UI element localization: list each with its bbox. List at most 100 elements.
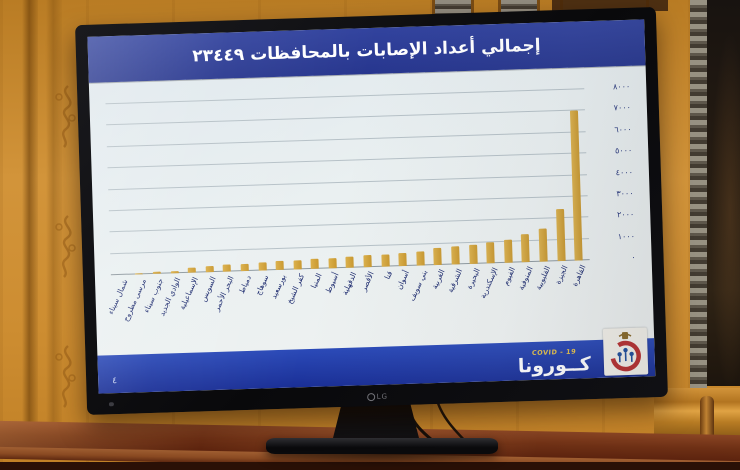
window-shutter-slats (690, 0, 707, 390)
x-axis-label-slot: شمال سيناء (106, 275, 133, 356)
damask-motif (55, 215, 76, 278)
y-tick-label: ٦٠٠٠ (614, 124, 632, 135)
chart-plot-area (105, 88, 590, 276)
y-tick-label: ٣٠٠٠ (616, 188, 634, 199)
bar-الفيوم (503, 239, 513, 263)
x-axis-label: دمياط (237, 274, 254, 295)
x-axis-label-slot: القليوبية (533, 261, 555, 342)
bars-row (106, 89, 590, 276)
y-axis-labels: ٠ ١٠٠٠ ٢٠٠٠ ٣٠٠٠ ٤٠٠٠ ٥٠٠٠ ٦٠٠٠ ٧٠٠٠ ٨٠٠٠ (588, 82, 639, 262)
program-title-block: COVID - 19 كــورونا (517, 347, 592, 378)
x-axis-label-slot: الإسكندرية (478, 263, 502, 344)
x-axis-label-slot: الدقهلية (340, 267, 361, 348)
x-axis-label: أسيوط (323, 271, 341, 295)
bar-الجيزة (555, 208, 566, 262)
bar-المنيا (310, 259, 320, 269)
window-lintel (552, 0, 668, 11)
x-axis-label-slot: المنيا (306, 269, 326, 350)
y-tick-label: ٨٠٠٠ (612, 81, 631, 92)
wallpaper-stripe (22, 0, 38, 435)
bar-الإسكندرية (486, 241, 495, 264)
bar-الأقصر (363, 255, 372, 268)
bar-chart: ٠ ١٠٠٠ ٢٠٠٠ ٣٠٠٠ ٤٠٠٠ ٥٠٠٠ ٦٠٠٠ ٧٠٠٠ ٨٠٠٠ القاهر… (89, 65, 654, 355)
bar-الدقهلية (345, 256, 355, 268)
x-axis-label-slot: بني سويف (407, 265, 432, 346)
y-tick-label: ٥٠٠٠ (614, 145, 633, 156)
bar-قنا (381, 254, 390, 267)
bar-بورسعيد (275, 261, 284, 271)
x-axis-label: بورسعيد (269, 272, 289, 301)
tv-screen: إجمالي أعداد الإصابات بالمحافظات ٢٣٤٤٩ ٠… (87, 19, 656, 394)
x-axis-label: الدقهلية (340, 270, 359, 297)
x-axis-label: القليوبية (533, 264, 552, 292)
lg-ring-icon (366, 392, 375, 402)
x-axis-label: سوهاج (253, 273, 271, 297)
x-axis-label: الغربية (429, 267, 447, 291)
window-glass (707, 0, 740, 386)
x-axis-labels: القاهرة الجيزة القليوبية المنوفية الفيوم الإس… (106, 260, 592, 356)
y-tick-label: ٠ (631, 252, 636, 262)
bar-كفر الشيخ (293, 260, 302, 270)
x-axis-label-slot: جنوب سيناء (142, 273, 168, 354)
x-axis-label-slot: الفيوم (500, 262, 520, 343)
slide-number: ٤ (112, 376, 118, 387)
x-axis-label: المنيا (308, 271, 324, 290)
x-axis-label-slot: كفر الشيخ (284, 269, 309, 350)
x-axis-label: الجيزة (553, 264, 570, 286)
x-axis-label-slot: المنوفية (516, 262, 537, 343)
bar-الشرقية (451, 246, 460, 265)
y-tick-label: ٢٠٠٠ (616, 210, 635, 220)
x-axis-label-slot: أسيوط (324, 268, 344, 349)
x-axis-label-slot: البحر الأحمر (212, 271, 238, 352)
baluster-post (700, 396, 714, 440)
x-axis-label-slot: الجيزة (552, 261, 572, 342)
corona-title: كــورونا (517, 353, 592, 378)
x-axis-label: الشرقية (445, 267, 465, 294)
damask-motif (55, 345, 76, 408)
bar-الغربية (433, 247, 443, 266)
x-axis-label-slot: الأقصر (359, 267, 379, 348)
x-axis-label-slot: قنا (377, 266, 397, 347)
slide-footer: ٤ COVID - 19 كــورونا (97, 327, 656, 394)
x-axis-label-slot: الشرقية (445, 264, 467, 345)
x-axis-label: شمال سيناء (106, 277, 130, 316)
x-axis-label-slot: القاهرة (570, 260, 590, 341)
x-axis-label-slot: أسوان (394, 266, 414, 347)
slide-title: إجمالي أعداد الإصابات بالمحافظات ٢٣٤٤٩ (192, 35, 541, 67)
x-axis-label: القاهرة (569, 263, 588, 288)
x-axis-label: المنوفية (516, 265, 535, 292)
bar-سوهاج (258, 262, 267, 271)
x-axis-label: أسوان (394, 269, 412, 291)
x-axis-label-slot: البحيرة (465, 264, 485, 345)
bar-القاهرة (570, 110, 583, 261)
x-axis-label: الفيوم (500, 265, 517, 287)
tv-stand-reflection (262, 452, 502, 468)
wallpaper-stripe (46, 0, 62, 435)
tv-frame: إجمالي أعداد الإصابات بالمحافظات ٢٣٤٤٩ ٠… (75, 6, 668, 416)
bar-أسوان (398, 253, 408, 267)
bar-المنوفية (521, 234, 531, 263)
tv-brand-logo: LG (366, 392, 388, 402)
x-axis-label-slot: بورسعيد (269, 270, 291, 351)
x-axis-label-slot: الإسماعيلية (178, 272, 203, 353)
bar-القليوبية (538, 228, 548, 262)
x-axis-label-slot: دمياط (236, 271, 256, 352)
x-axis-label: الأقصر (359, 270, 377, 293)
y-tick-label: ١٠٠٠ (617, 231, 636, 241)
tv-stand-neck (332, 400, 420, 442)
ministry-of-health-egypt-logo (602, 327, 649, 376)
y-tick-label: ٤٠٠٠ (615, 167, 634, 177)
x-axis-label-slot: الوادي الجديد (158, 273, 186, 354)
tv-stand-base (266, 438, 498, 454)
x-axis-label: البحيرة (464, 266, 482, 291)
bar-البحيرة (468, 244, 478, 264)
x-axis-label: قنا (382, 269, 394, 281)
y-tick-label: ٧٠٠٠ (613, 103, 632, 113)
moh-logo-icon (610, 331, 641, 371)
x-axis-label-slot: السويس (199, 272, 221, 353)
bezel-indicator-dot (108, 402, 115, 407)
bar-أسيوط (328, 257, 337, 269)
x-axis-label-slot: مرسى مطروح (121, 274, 150, 355)
x-axis-label-slot: سوهاج (254, 270, 274, 351)
